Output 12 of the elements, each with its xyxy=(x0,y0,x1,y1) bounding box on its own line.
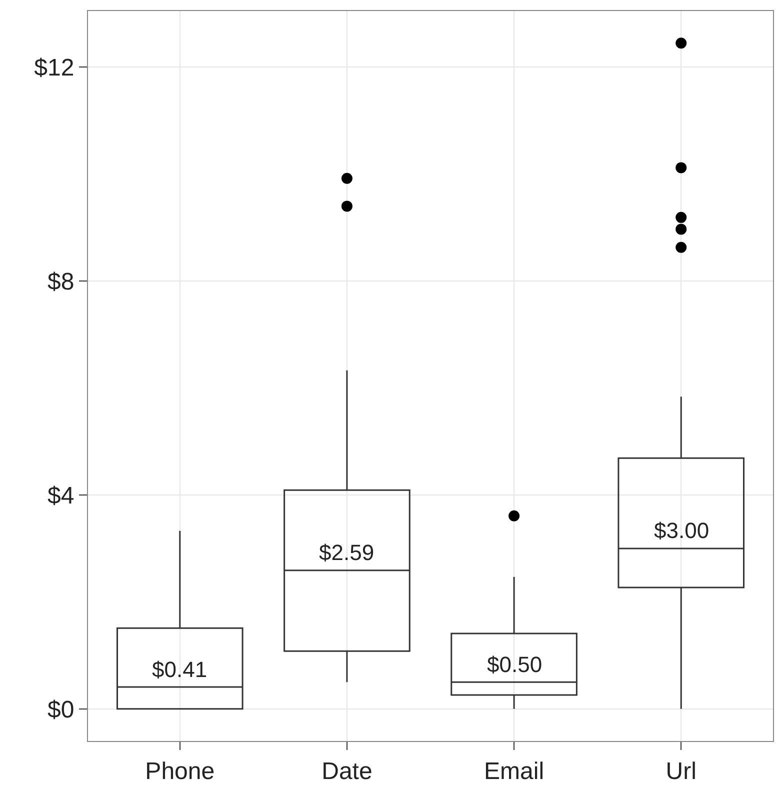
annotation: $0.50 xyxy=(487,652,542,677)
annotation: $2.59 xyxy=(319,540,374,565)
y-tick-label: $12 xyxy=(34,54,74,82)
annotation: $0.41 xyxy=(152,657,208,682)
annotation: $3.00 xyxy=(654,518,710,543)
y-tick-label: $4 xyxy=(47,482,74,510)
y-tick-label: $8 xyxy=(47,268,74,296)
x-tick-label: Email xyxy=(484,758,544,785)
y-tick-label: $0 xyxy=(47,696,74,724)
x-tick-label: Date xyxy=(322,758,372,785)
x-tick-label: Url xyxy=(666,758,696,785)
x-tick-label: Phone xyxy=(145,758,215,785)
